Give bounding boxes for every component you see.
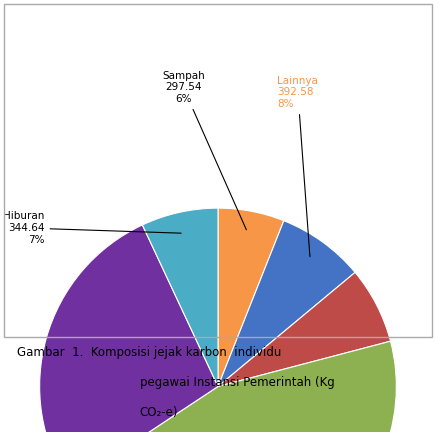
Text: Lainnya
392.58
8%: Lainnya 392.58 8% bbox=[277, 76, 318, 257]
Wedge shape bbox=[40, 225, 218, 432]
Text: Sampah
297.54
6%: Sampah 297.54 6% bbox=[162, 71, 246, 230]
Text: CO₂-e): CO₂-e) bbox=[140, 406, 178, 419]
Text: Transport
2215.02
45%: Transport 2215.02 45% bbox=[0, 431, 1, 432]
Wedge shape bbox=[69, 341, 396, 432]
Text: Makanan
1351.85
27%: Makanan 1351.85 27% bbox=[0, 431, 1, 432]
Text: Listrik
344.28
7%: Listrik 344.28 7% bbox=[0, 431, 1, 432]
Wedge shape bbox=[218, 208, 284, 387]
Text: pegawai Instansi Pemerintah (Kg: pegawai Instansi Pemerintah (Kg bbox=[140, 376, 334, 389]
Text: Hiburan
344.64
7%: Hiburan 344.64 7% bbox=[3, 211, 181, 245]
Wedge shape bbox=[143, 208, 218, 387]
Wedge shape bbox=[218, 221, 355, 387]
Text: Gambar  1.  Komposisi jejak karbon  individu: Gambar 1. Komposisi jejak karbon individ… bbox=[17, 346, 282, 359]
Wedge shape bbox=[218, 273, 391, 387]
